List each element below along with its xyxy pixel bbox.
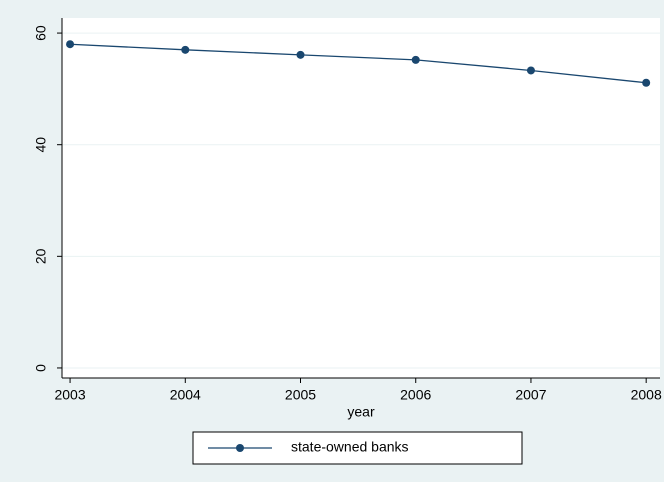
x-tick-label: 2003: [54, 387, 85, 403]
data-point: [181, 45, 190, 54]
x-axis-title: year: [347, 404, 375, 420]
data-point: [411, 55, 420, 64]
plot-area: [62, 18, 660, 378]
x-tick-label: 2007: [515, 387, 546, 403]
y-tick-label: 60: [33, 25, 49, 41]
data-point: [296, 50, 305, 59]
x-tick-label: 2005: [285, 387, 316, 403]
legend-label: state-owned banks: [291, 439, 409, 455]
data-point: [642, 78, 651, 87]
legend-marker: [236, 444, 244, 452]
x-tick-label: 2004: [170, 387, 201, 403]
y-tick-label: 20: [33, 248, 49, 264]
x-tick-label: 2008: [631, 387, 662, 403]
x-tick-label: 2006: [400, 387, 431, 403]
series-line: [70, 43, 647, 84]
data-point: [526, 66, 535, 75]
y-tick-label: 0: [33, 364, 49, 372]
data-point: [66, 40, 75, 49]
y-tick-label: 40: [33, 137, 49, 153]
